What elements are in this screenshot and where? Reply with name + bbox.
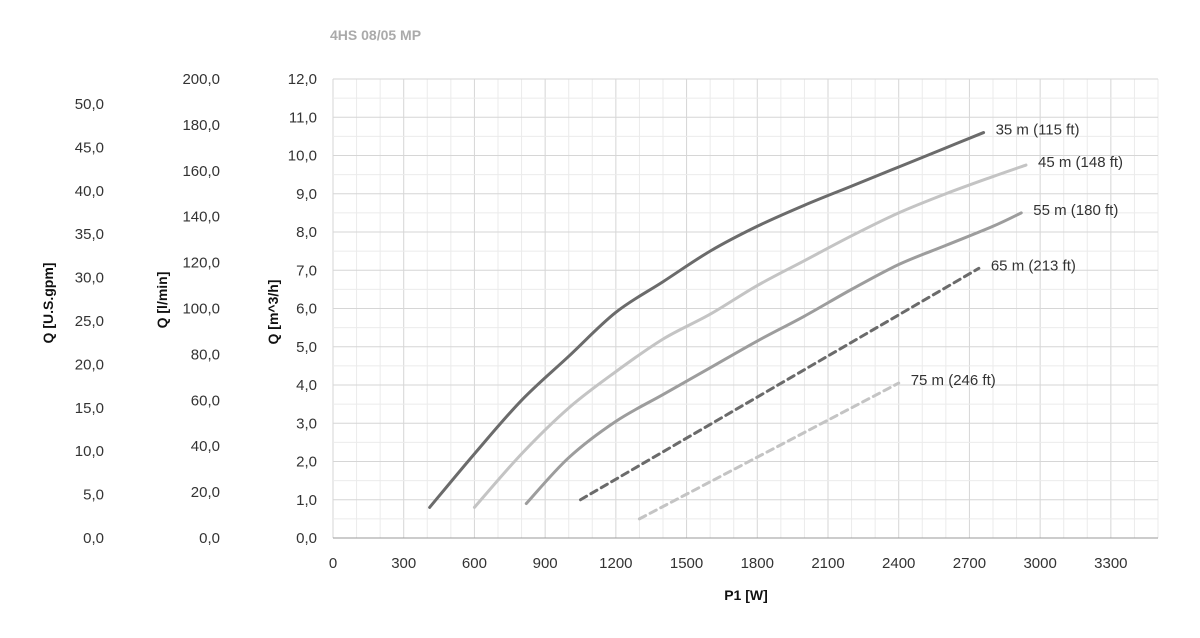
lmin-tick-label: 60,0 [191,392,220,409]
y-axis-title-lmin: Q [l/min] [154,272,170,329]
gpm-tick-label: 45,0 [75,139,104,156]
gpm-tick-label: 40,0 [75,183,104,200]
series-label-3: 55 m (180 ft) [1033,202,1118,219]
x-tick-label: 2100 [811,555,844,572]
y-tick-label: 8,0 [296,224,317,241]
y-tick-label: 9,0 [296,186,317,203]
gpm-tick-label: 10,0 [75,443,104,460]
y-tick-label: 6,0 [296,301,317,318]
x-axis-ticks: 0 300 600 900 1200 1500 1800 2100 2400 2700 3000 33… [329,555,1128,572]
x-tick-label: 900 [533,555,558,572]
series-lines [428,131,1028,521]
y-axis-ticks-gpm: 0,0 5,0 10,0 15,0 20,0 25,0 30,0 35,0 40,0 45,0 50… [75,96,104,547]
y-tick-label: 0,0 [296,530,317,547]
gpm-tick-label: 30,0 [75,270,104,287]
x-tick-label: 0 [329,555,337,572]
x-tick-label: 2700 [953,555,986,572]
y-tick-label: 4,0 [296,377,317,394]
x-tick-label: 3000 [1023,555,1056,572]
grid [332,78,1159,539]
y-tick-label: 11,0 [289,109,317,126]
y-tick-label: 5,0 [296,339,317,356]
y-tick-label: 12,0 [288,71,317,88]
series-label-1: 35 m (115 ft) [996,122,1080,139]
x-tick-label: 300 [391,555,416,572]
lmin-tick-label: 20,0 [191,484,220,501]
y-tick-label: 2,0 [296,454,317,471]
y-tick-label: 7,0 [296,262,317,279]
gpm-tick-label: 0,0 [83,530,104,547]
lmin-tick-label: 100,0 [182,301,220,318]
series-label-5: 75 m (246 ft) [911,372,996,389]
gpm-tick-label: 20,0 [75,356,104,373]
x-tick-label: 1500 [670,555,703,572]
x-tick-label: 1200 [599,555,632,572]
x-tick-label: 600 [462,555,487,572]
gpm-tick-label: 50,0 [75,96,104,113]
lmin-tick-label: 80,0 [191,346,220,363]
y-axis-ticks-m3h: 0,0 1,0 2,0 3,0 4,0 5,0 6,0 7,0 8,0 9,0 10,0 11,0 12… [288,71,317,547]
gpm-tick-label: 15,0 [75,400,104,417]
series-label-4: 65 m (213 ft) [991,257,1076,274]
series-line-3 [524,211,1023,506]
series-line-5 [637,381,901,521]
y-tick-label: 10,0 [288,148,317,165]
series-line-2 [472,163,1028,509]
x-tick-label: 1800 [741,555,774,572]
lmin-tick-label: 0,0 [199,530,220,547]
lmin-tick-label: 200,0 [182,71,220,88]
gpm-tick-label: 5,0 [83,487,104,504]
gpm-tick-label: 35,0 [75,226,104,243]
series-line-1 [428,131,986,509]
chart-title: 4HS 08/05 MP [330,27,421,43]
lmin-tick-label: 180,0 [182,117,220,134]
series-label-2: 45 m (148 ft) [1038,154,1123,171]
lmin-tick-label: 140,0 [182,209,220,226]
y-tick-label: 1,0 [296,492,317,509]
series-labels: 35 m (115 ft) 45 m (148 ft) 55 m (180 ft) 6… [911,122,1123,390]
lmin-tick-label: 40,0 [191,438,220,455]
y-axis-title-m3h: Q [m^3/h] [265,280,281,345]
y-tick-label: 3,0 [296,415,317,432]
x-tick-label: 2400 [882,555,915,572]
gpm-tick-label: 25,0 [75,313,104,330]
lmin-tick-label: 160,0 [182,163,220,180]
lmin-tick-label: 120,0 [182,255,220,272]
x-tick-label: 3300 [1094,555,1127,572]
y-axis-title-gpm: Q [U.S.gpm] [40,263,56,344]
series-line-4 [579,266,981,502]
y-axis-ticks-lmin: 0,0 20,0 40,0 60,0 80,0 100,0 120,0 140,0 160,0 1… [182,71,220,547]
x-axis-title: P1 [W] [724,587,768,603]
